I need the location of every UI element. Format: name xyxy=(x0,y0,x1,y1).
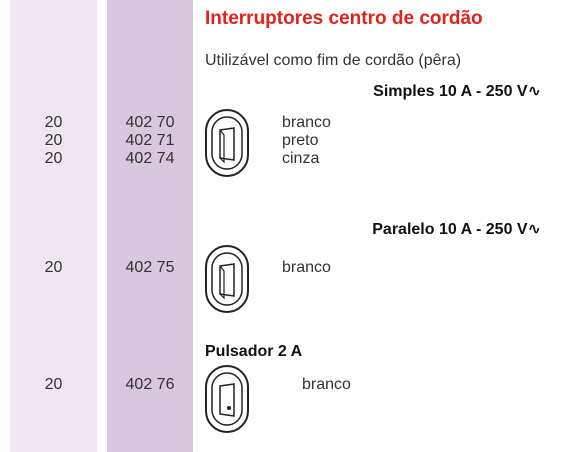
ref: 402 74 xyxy=(125,150,175,167)
color: branco xyxy=(302,376,351,393)
color: cinza xyxy=(282,150,320,167)
qty: 20 xyxy=(44,114,63,131)
ref: 402 76 xyxy=(125,376,175,393)
qty: 20 xyxy=(44,259,63,276)
qty: 20 xyxy=(44,150,63,167)
section-heading: Simples 10 A - 250 V∿ xyxy=(373,83,541,100)
color: branco xyxy=(282,114,331,131)
qty: 20 xyxy=(44,132,63,149)
ref: 402 71 xyxy=(125,132,175,149)
reference-column xyxy=(107,0,193,452)
color: preto xyxy=(282,132,319,149)
qty: 20 xyxy=(44,376,63,393)
section-heading: Pulsador 2 A xyxy=(205,343,303,360)
section-heading: Paralelo 10 A - 250 V∿ xyxy=(372,221,541,238)
push-button-icon xyxy=(205,365,249,433)
switch-icon xyxy=(205,109,249,177)
quantity-column xyxy=(10,0,97,452)
subtitle: Utilizável como fim de cordão (pêra) xyxy=(205,52,462,69)
ref: 402 70 xyxy=(125,114,175,131)
switch-icon xyxy=(205,245,249,313)
title: Interruptores centro de cordão xyxy=(205,8,483,29)
color: branco xyxy=(282,259,331,276)
ref: 402 75 xyxy=(125,259,175,276)
